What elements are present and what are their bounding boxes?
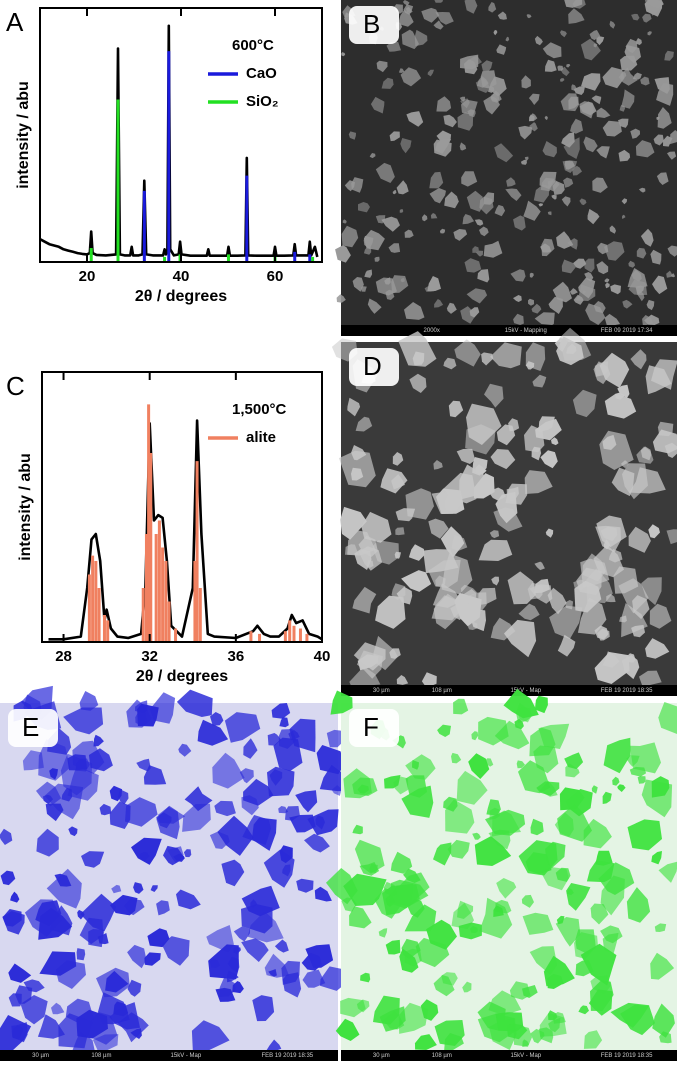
info-text: 30 µm (373, 1053, 390, 1059)
info-text: FEB 19 2019 18:35 (601, 688, 653, 694)
image-panel: 2000x 15kV - Mapping FEB 09 2019 17:34 B (335, 0, 677, 336)
info-text: 30 µm (373, 688, 390, 694)
texture-grain (557, 66, 563, 71)
x-axis-label: 2θ / degrees (135, 288, 227, 305)
plot-frame (40, 8, 322, 262)
image-panel: 30 µm 108 µm 15kV - Map FEB 19 2019 18:35 E (0, 686, 352, 1061)
x-tick-label: 60 (267, 268, 284, 285)
y-axis-label: intensity / abu (15, 81, 32, 189)
panel-label: C (6, 371, 25, 401)
x-tick-label: 40 (314, 648, 331, 665)
y-axis-label: intensity / abu (17, 453, 34, 561)
panel-label: A (6, 7, 24, 37)
info-text: 30 µm (32, 1053, 49, 1059)
legend-title: 600°C (232, 37, 274, 54)
x-tick-label: 32 (141, 648, 158, 665)
x-tick-label: 20 (79, 268, 96, 285)
info-text: 108 µm (432, 688, 452, 694)
info-text: FEB 19 2019 18:35 (601, 1053, 653, 1059)
info-text: 15kV - Map (510, 1053, 541, 1059)
texture-grain (395, 527, 404, 535)
legend-label: SiO₂ (246, 93, 279, 110)
panel-label: D (363, 351, 382, 381)
image-panel: 30 µm 108 µm 15kV - Map FEB 19 2019 18:35 F (326, 689, 677, 1061)
texture-grain (77, 948, 86, 960)
panel-label: E (22, 712, 39, 742)
pattern-line (40, 26, 317, 257)
legend-title: 1,500°C (232, 401, 287, 418)
texture-grain (317, 745, 345, 774)
info-text: FEB 09 2019 17:34 (601, 328, 653, 334)
legend-label: CaO (246, 65, 277, 82)
panel-label: B (363, 9, 380, 39)
info-text: 15kV - Mapping (505, 328, 547, 334)
info-text: 108 µm (91, 1053, 111, 1059)
info-text: 15kV - Map (171, 1053, 202, 1059)
legend-label: alite (246, 429, 276, 446)
info-text: 108 µm (432, 1053, 452, 1059)
x-tick-label: 28 (55, 648, 72, 665)
x-tick-label: 36 (228, 648, 245, 665)
panel-label: F (363, 712, 379, 742)
x-tick-label: 40 (173, 268, 190, 285)
texture-grain (658, 422, 673, 436)
info-text: 2000x (424, 328, 440, 334)
info-text: FEB 19 2019 18:35 (261, 1053, 313, 1059)
x-axis-label: 2θ / degrees (136, 668, 228, 685)
